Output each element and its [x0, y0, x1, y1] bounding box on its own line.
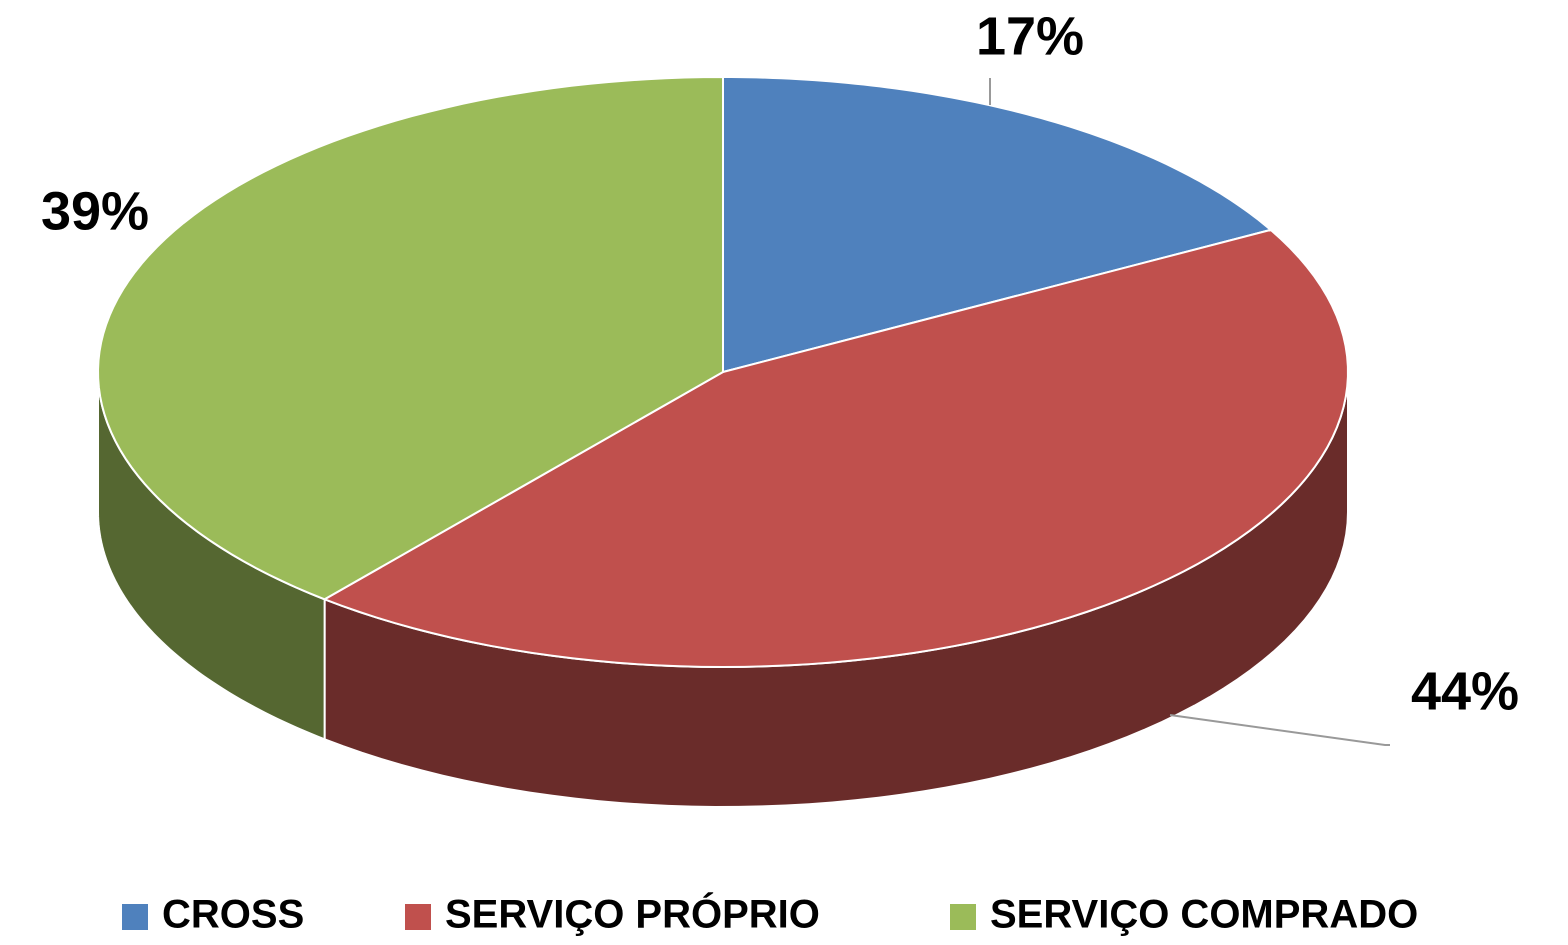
legend-label: SERVIÇO COMPRADO [990, 893, 1418, 937]
legend-label: CROSS [162, 893, 304, 937]
data-label: 44% [1411, 661, 1519, 721]
pie-slice [97, 75, 724, 601]
pie-slice [722, 75, 1273, 374]
legend: CROSS SERVIÇO PRÓPRIO SERVIÇO COMPRADO [122, 891, 1418, 937]
legend-swatch [405, 904, 431, 930]
leader-line [1169, 714, 1390, 746]
data-label: 17% [976, 6, 1084, 66]
data-label: 39% [41, 181, 149, 241]
pie-tops [97, 75, 1349, 669]
legend-label: SERVIÇO PRÓPRIO [445, 891, 820, 937]
data-labels: 17% 44% 39% [41, 6, 1519, 721]
legend-swatch [950, 904, 976, 930]
legend-swatch [122, 904, 148, 930]
pie-slice [322, 228, 1349, 669]
